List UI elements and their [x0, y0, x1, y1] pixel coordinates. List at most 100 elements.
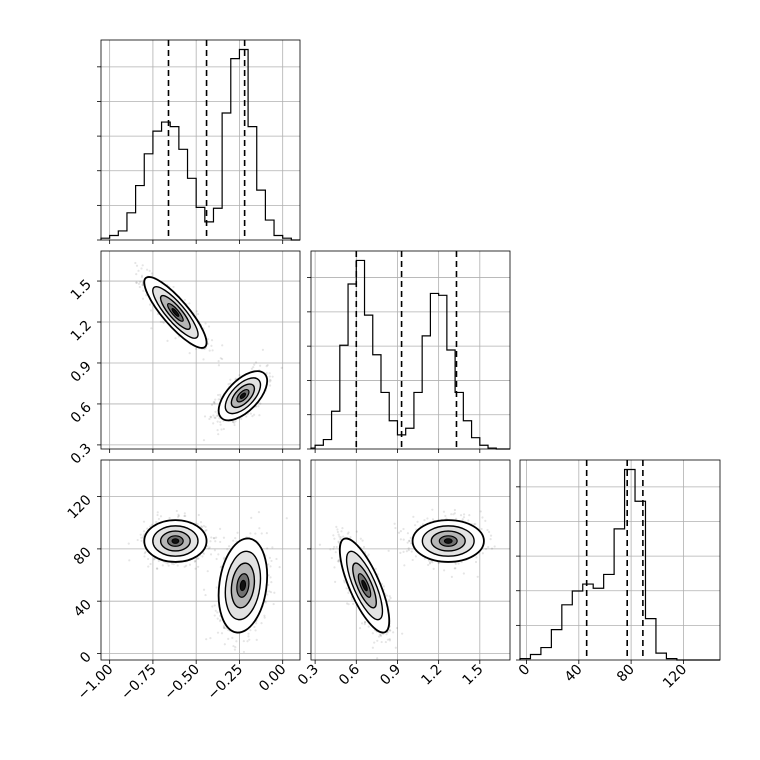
- sample-point: [217, 360, 220, 363]
- sample-point: [318, 543, 322, 546]
- density-contour: [361, 579, 368, 592]
- sample-point: [442, 510, 446, 513]
- sample-point: [137, 282, 141, 285]
- sample-point: [340, 530, 343, 533]
- sample-point: [374, 567, 377, 570]
- sample-point: [385, 594, 388, 597]
- density-contour: [239, 579, 247, 592]
- sample-point: [128, 559, 131, 562]
- sample-point: [431, 561, 434, 564]
- sample-point: [172, 563, 175, 566]
- sample-point: [194, 347, 198, 351]
- sample-point: [146, 557, 150, 561]
- sample-point: [235, 640, 238, 643]
- sample-point: [336, 528, 339, 531]
- sample-point: [387, 549, 390, 552]
- sample-point: [453, 567, 456, 570]
- sample-point: [261, 348, 265, 351]
- sample-point: [222, 557, 226, 560]
- sample-point: [212, 536, 215, 540]
- sample-point: [270, 581, 273, 584]
- sample-point: [487, 530, 491, 534]
- sample-point: [253, 413, 256, 416]
- sample-point: [204, 593, 207, 597]
- sample-point: [219, 540, 222, 544]
- grid-lines: [311, 251, 510, 449]
- sample-point: [462, 513, 466, 516]
- sample-point: [161, 564, 164, 567]
- sample-point: [349, 536, 352, 539]
- sample-point: [212, 401, 215, 404]
- sample-point: [358, 627, 362, 630]
- sample-point: [363, 621, 367, 624]
- x-tick-label: 1.2: [418, 662, 445, 689]
- sample-point: [214, 540, 217, 543]
- sample-point: [489, 534, 493, 537]
- sample-point: [229, 378, 232, 381]
- x-tick-label: 0.3: [295, 662, 322, 689]
- sample-point: [255, 638, 258, 642]
- sample-point: [266, 593, 269, 596]
- sample-point: [246, 640, 249, 643]
- sample-point: [148, 303, 152, 306]
- sample-point: [177, 513, 180, 516]
- sample-point: [202, 439, 206, 442]
- sample-point: [217, 398, 220, 401]
- sample-point: [153, 557, 156, 560]
- sample-point: [197, 557, 200, 560]
- sample-point: [184, 514, 187, 518]
- sample-point: [139, 533, 142, 536]
- sample-point: [266, 547, 269, 550]
- sample-point: [134, 261, 137, 265]
- sample-point: [402, 527, 405, 531]
- sample-point: [414, 555, 417, 558]
- sample-point: [193, 560, 196, 563]
- sample-point: [199, 521, 203, 524]
- sample-point: [234, 377, 237, 380]
- y-tick-label: 0.6: [68, 399, 95, 426]
- sample-point: [209, 540, 212, 543]
- sample-point: [137, 269, 140, 272]
- sample-point: [268, 380, 271, 383]
- sample-point: [388, 598, 391, 601]
- x-tick-label: 0.00: [256, 662, 289, 695]
- sample-point: [135, 272, 138, 276]
- sample-point: [402, 538, 405, 541]
- sample-point: [216, 420, 219, 423]
- sample-point: [427, 559, 431, 562]
- sample-point: [188, 352, 191, 355]
- sample-point: [427, 563, 430, 567]
- sample-point: [431, 518, 435, 521]
- y-tick-label: 0.3: [68, 440, 95, 467]
- sample-point: [197, 513, 200, 517]
- sample-point: [388, 639, 392, 642]
- sample-point: [207, 547, 210, 550]
- sample-point: [257, 510, 261, 514]
- sample-point: [379, 634, 383, 638]
- panel-content: [127, 509, 288, 654]
- sample-point: [215, 557, 218, 561]
- grid-lines: [520, 460, 720, 660]
- sample-point: [140, 274, 144, 277]
- sample-point: [333, 537, 336, 540]
- sample-point: [264, 601, 267, 604]
- sample-point: [271, 375, 274, 378]
- sample-point: [212, 414, 215, 417]
- sample-point: [210, 403, 214, 406]
- sample-point: [249, 532, 252, 535]
- sample-point: [176, 515, 180, 518]
- sample-point: [380, 640, 383, 644]
- sample-point: [216, 393, 220, 397]
- sample-point: [222, 536, 226, 539]
- sample-point: [202, 524, 205, 528]
- sample-point: [220, 632, 224, 635]
- sample-point: [423, 519, 426, 522]
- sample-point: [345, 602, 349, 605]
- sample-point: [147, 565, 150, 568]
- sample-point: [226, 548, 229, 551]
- sample-point: [489, 538, 492, 541]
- sample-point: [196, 557, 199, 560]
- sample-point: [399, 551, 402, 554]
- sample-point: [211, 605, 214, 608]
- sample-point: [213, 614, 216, 617]
